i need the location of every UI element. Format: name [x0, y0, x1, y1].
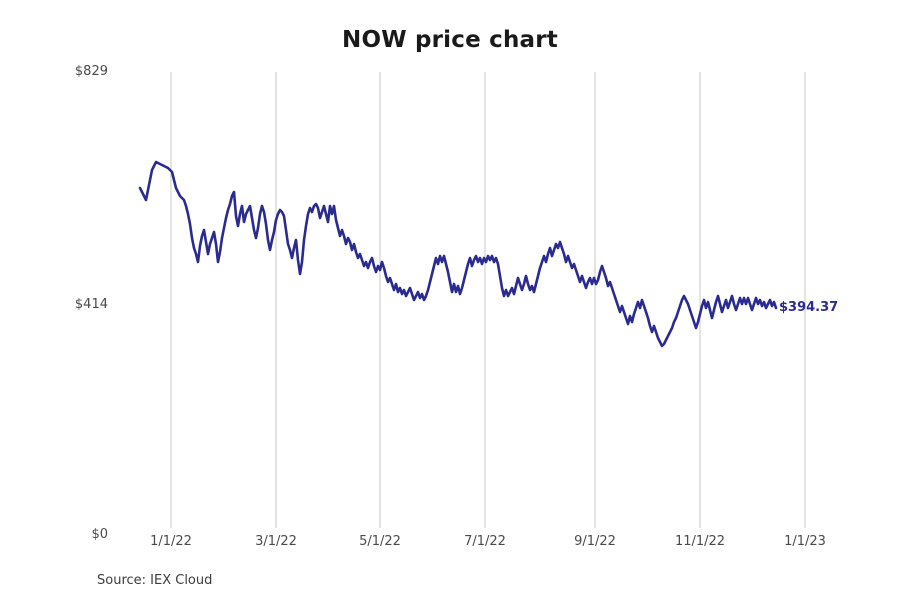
y-axis-label-0: $829 [74, 64, 108, 79]
y-axis-label-1: $414 [74, 297, 108, 312]
x-axis-label-5/1/22: 5/1/22 [359, 534, 401, 549]
y-axis-label-2: $0 [91, 527, 108, 542]
x-axis-label-1/1/22: 1/1/22 [150, 534, 192, 549]
gridlines [170, 72, 806, 528]
source-note: Source: IEX Cloud [97, 573, 213, 588]
page-title: NOW price chart [342, 27, 558, 53]
x-axis-label-7/1/22: 7/1/22 [464, 534, 506, 549]
x-axis-label-1/1/23: 1/1/23 [784, 534, 826, 549]
x-axis-label-11/1/22: 11/1/22 [674, 534, 726, 549]
price-series-line [138, 160, 778, 348]
x-axis-label-9/1/22: 9/1/22 [574, 534, 616, 549]
x-axis-label-3/1/22: 3/1/22 [255, 534, 297, 549]
last-value-annotation: $394.37 [779, 300, 839, 315]
